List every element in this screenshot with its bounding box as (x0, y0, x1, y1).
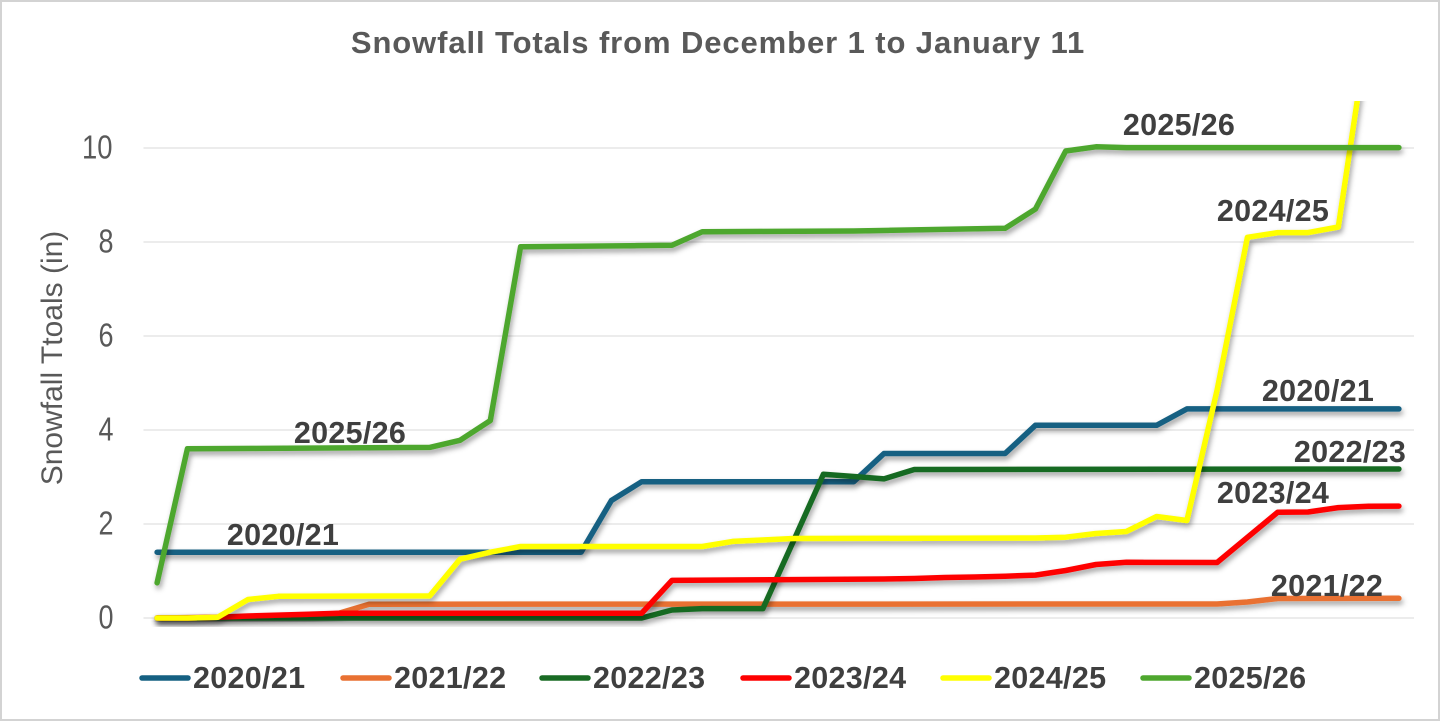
svg-text:0: 0 (99, 599, 114, 636)
svg-text:4: 4 (99, 411, 114, 448)
svg-text:2022/23: 2022/23 (593, 661, 705, 695)
svg-text:2023/24: 2023/24 (794, 661, 906, 695)
svg-text:2020/21: 2020/21 (1262, 374, 1374, 408)
svg-text:8: 8 (99, 223, 114, 260)
svg-text:2021/22: 2021/22 (394, 661, 506, 695)
svg-text:2020/21: 2020/21 (193, 661, 305, 695)
svg-text:2025/26: 2025/26 (1123, 108, 1235, 142)
svg-text:2025/26: 2025/26 (1194, 661, 1306, 695)
svg-text:2021/22: 2021/22 (1271, 569, 1383, 603)
svg-text:10: 10 (82, 129, 113, 166)
svg-text:2: 2 (99, 505, 114, 542)
svg-text:2025/26: 2025/26 (294, 416, 406, 450)
svg-text:2022/23: 2022/23 (1294, 435, 1406, 469)
svg-text:2020/21: 2020/21 (227, 518, 339, 552)
svg-text:2023/24: 2023/24 (1217, 476, 1329, 510)
svg-text:2024/25: 2024/25 (994, 661, 1106, 695)
svg-text:6: 6 (99, 317, 114, 354)
svg-text:Snowfall Totals from December: Snowfall Totals from December 1 to Janua… (351, 25, 1085, 60)
svg-text:Snowfall Ttoals (in): Snowfall Ttoals (in) (36, 231, 69, 486)
svg-text:2024/25: 2024/25 (1217, 194, 1329, 228)
